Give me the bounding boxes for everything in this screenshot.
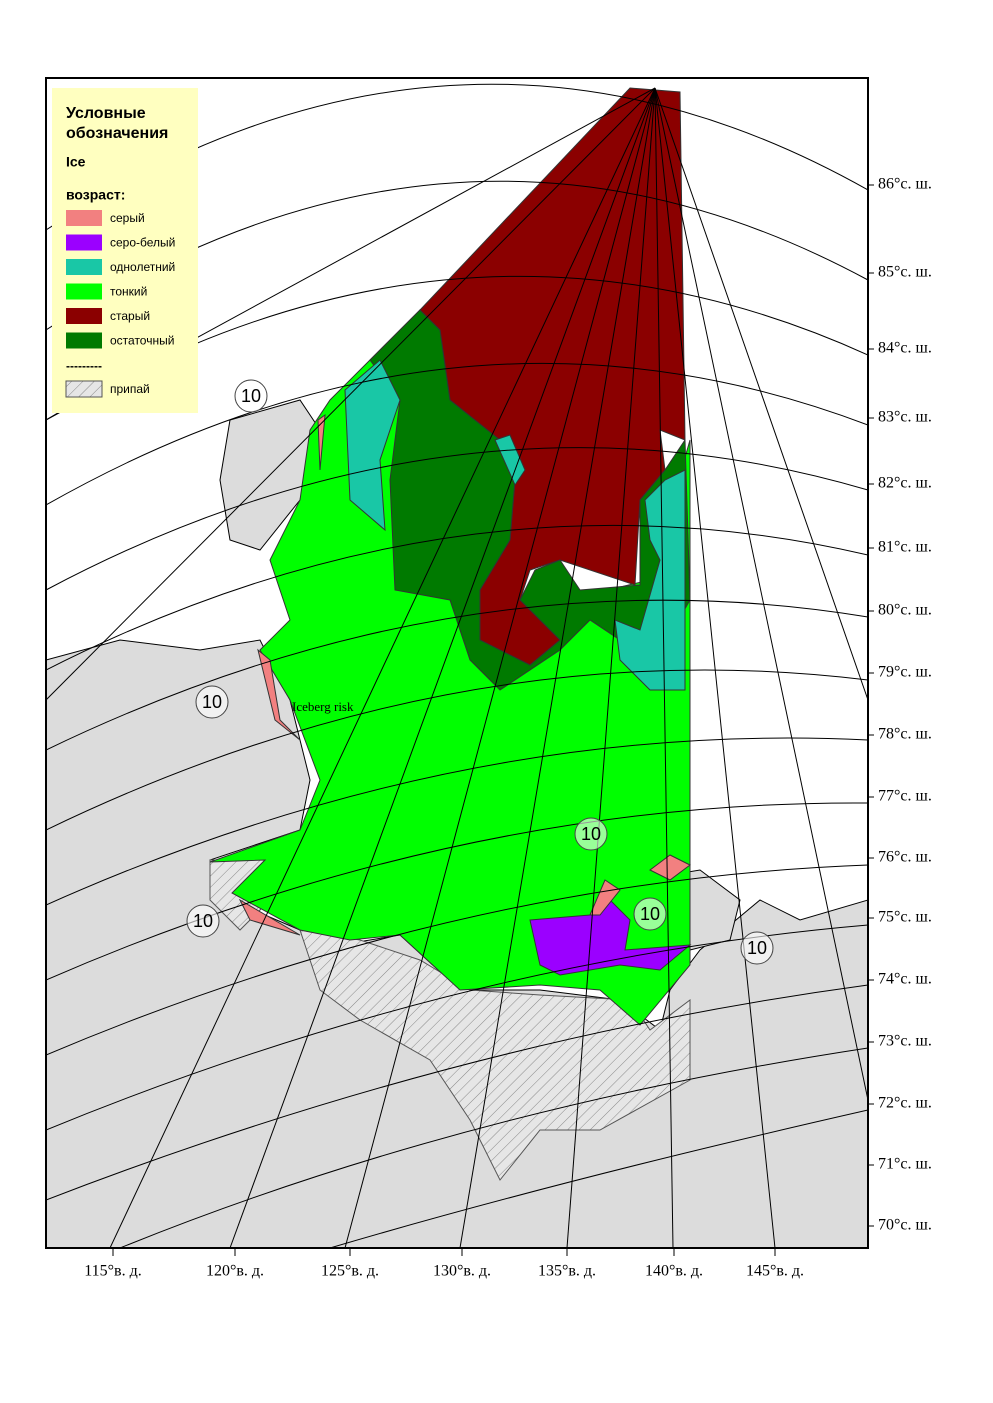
latitude-label: 79°с. ш.	[878, 664, 932, 681]
grey-ice	[238, 413, 691, 936]
latitude-label: 78°с. ш.	[878, 726, 932, 743]
legend-title-line: Условные обозначения	[66, 105, 168, 142]
latitude-label: 74°с. ш.	[878, 971, 932, 988]
egg-code	[186, 904, 220, 938]
legend-label: старый	[110, 309, 150, 323]
latitude-label: 85°с. ш.	[878, 264, 932, 281]
longitude-label: 135°в. д.	[538, 1263, 596, 1280]
concentration-label: 10	[202, 692, 222, 712]
latitude-label: 70°с. ш.	[878, 1217, 932, 1234]
concentration-label: 10	[581, 824, 601, 844]
legend-label: однолетний	[110, 260, 175, 274]
longitude-label: 115°в. д.	[84, 1263, 142, 1280]
egg-code	[633, 897, 667, 931]
longitude-label: 140°в. д.	[645, 1263, 703, 1280]
legend-label: серо-белый	[110, 236, 175, 250]
concentration-label: 10	[193, 911, 213, 931]
annotation: Iceberg risk	[292, 699, 354, 714]
legend-swatch	[66, 283, 102, 300]
latitude-label: 81°с. ш.	[878, 539, 932, 556]
map-frame	[45, 77, 869, 1249]
latitude-label: 82°с. ш.	[878, 475, 932, 492]
legend-swatch	[65, 380, 103, 398]
latitude-label: 72°с. ш.	[878, 1095, 932, 1112]
legend-label: тонкий	[110, 285, 147, 299]
legend-label: серый	[110, 211, 145, 225]
latitude-label: 83°с. ш.	[878, 409, 932, 426]
legend-separator: ---------	[66, 359, 102, 373]
egg-code	[234, 379, 268, 413]
first-year-ice	[344, 359, 686, 691]
latitude-label: 73°с. ш.	[878, 1033, 932, 1050]
legend-section: возраст:	[66, 187, 125, 203]
latitude-label: 84°с. ш.	[878, 340, 932, 357]
legend-subtitle: Ice	[66, 154, 86, 170]
egg-code	[740, 931, 774, 965]
thin-ice	[209, 308, 691, 1026]
latitude-label: 71°с. ш.	[878, 1156, 932, 1173]
legend-swatch	[66, 308, 102, 324]
legend-swatch	[66, 210, 102, 226]
longitude-label: 120°в. д.	[206, 1263, 264, 1280]
concentration-label: 10	[241, 386, 261, 406]
longitude-label: 125°в. д.	[321, 1263, 379, 1280]
latitude-label: 80°с. ш.	[878, 602, 932, 619]
legend-swatch	[66, 332, 102, 349]
latitude-label: 77°с. ш.	[878, 788, 932, 805]
latitude-label: 76°с. ш.	[878, 849, 932, 866]
egg-code	[574, 817, 608, 851]
residual-ice	[369, 309, 691, 691]
concentration-label: 10	[640, 904, 660, 924]
longitude-label: 145°в. д.	[746, 1263, 804, 1280]
legend-swatch	[66, 234, 102, 251]
latitude-label: 86°с. ш.	[878, 176, 932, 193]
egg-code	[195, 685, 229, 719]
legend-label: остаточный	[110, 334, 174, 348]
legend-swatch	[66, 259, 102, 275]
map-body	[46, 78, 868, 1248]
legend-label: припай	[110, 382, 150, 396]
latitude-label: 75°с. ш.	[878, 909, 932, 926]
longitude-label: 130°в. д.	[433, 1263, 491, 1280]
concentration-label: 10	[747, 938, 767, 958]
